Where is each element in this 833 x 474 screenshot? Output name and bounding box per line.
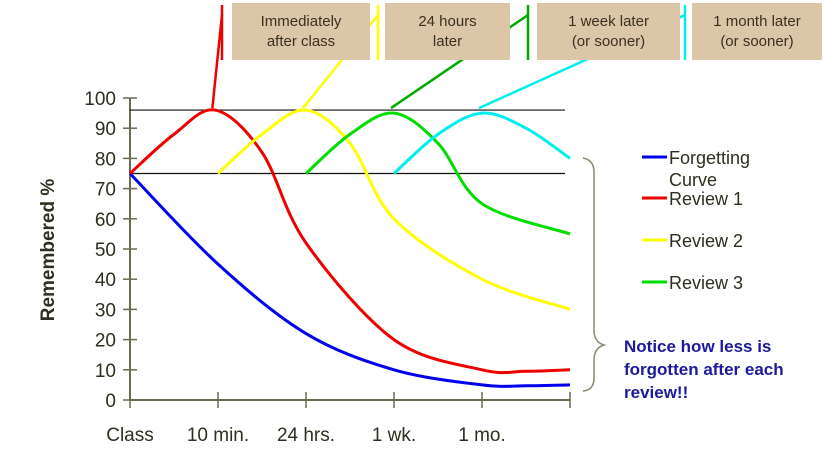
y-tick-label: 60 — [95, 210, 116, 231]
y-tick-label: 100 — [84, 89, 116, 110]
x-tick-label: 1 mo. — [458, 425, 506, 446]
x-tick-label: 10 min. — [187, 425, 249, 446]
series-line-review-2 — [217, 108, 571, 311]
leader-line — [211, 14, 224, 109]
y-tick-label: 40 — [95, 270, 116, 291]
legend-label: Review 2 — [669, 231, 743, 251]
series-line-review-1 — [129, 108, 571, 375]
x-tick-label: Class — [106, 425, 154, 446]
y-axis-label: Remembered % — [38, 179, 59, 322]
y-tick-label: 0 — [105, 391, 116, 412]
annotation-box-1-month: 1 month later (or sooner) — [692, 3, 822, 60]
x-tick-label: 1 wk. — [372, 425, 416, 446]
annotation-box-1-week: 1 week later (or sooner) — [537, 3, 680, 60]
series-line-review-4 — [393, 111, 571, 175]
y-tick-label: 50 — [95, 240, 116, 261]
y-tick-label: 70 — [95, 180, 116, 201]
annotation-box-24-hours: 24 hours later — [385, 3, 510, 60]
series-line-review-3 — [305, 111, 571, 236]
legend-label: Review 1 — [669, 189, 743, 209]
annotation-note: Notice how less is forgotten after each … — [624, 337, 784, 402]
y-tick-label: 10 — [95, 361, 116, 382]
x-tick-label: 24 hrs. — [277, 425, 335, 446]
y-tick-label: 20 — [95, 331, 116, 352]
y-tick-label: 90 — [95, 119, 116, 140]
annotation-box-immediately: Immediately after class — [232, 3, 370, 60]
y-tick-label: 80 — [95, 149, 116, 170]
y-tick-label: 30 — [95, 300, 116, 321]
brace — [582, 157, 607, 392]
legend-label: Forgetting Curve — [669, 148, 750, 190]
legend-label: Review 3 — [669, 273, 743, 293]
series-line-forgetting-curve — [128, 172, 571, 388]
